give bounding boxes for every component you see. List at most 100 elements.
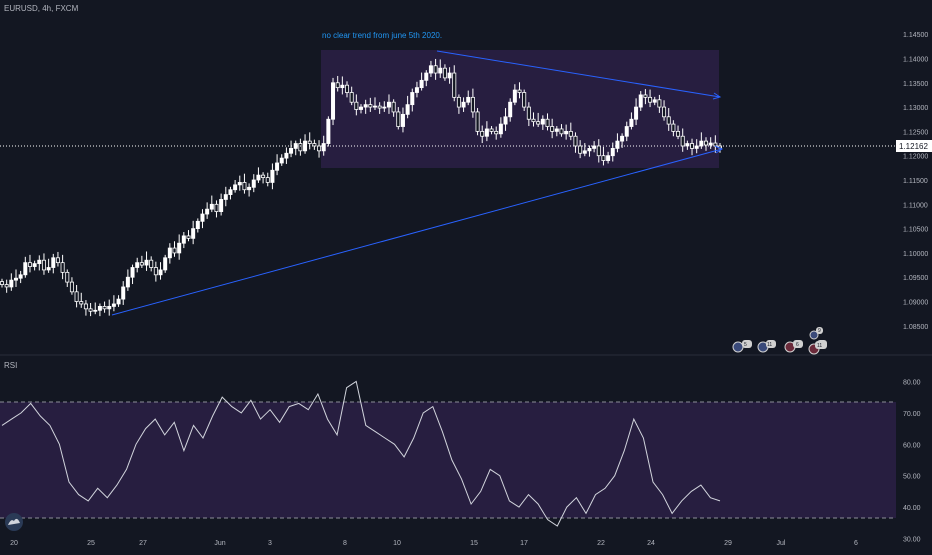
rsi-line[interactable] [1,380,721,527]
candle-up [638,94,643,108]
candle-up [363,104,368,108]
candle-down [671,123,676,132]
candle-up [219,199,224,212]
candle-up [629,118,634,127]
event-badge[interactable]: 11 [757,340,776,353]
event-badge[interactable]: 9 [809,327,823,340]
price-tick-label: 1.14000 [903,56,928,63]
time-tick-label: 27 [139,540,147,547]
candle-down [433,65,438,74]
time-tick-label: 15 [470,540,478,547]
candle-up [508,101,513,118]
candle-down [475,111,480,132]
time-tick-label: 20 [10,540,18,547]
candle-up [130,267,135,278]
candle-down [568,130,573,137]
candle-up [51,257,56,268]
event-badge-count: 9 [818,328,821,334]
flag-icon [732,341,744,353]
support-trendline[interactable] [111,148,723,316]
price-label-box [896,140,932,152]
candle-down [354,101,359,110]
candle-down [578,145,583,154]
candle-down [596,145,601,157]
candle-down [522,92,527,108]
candle-up [144,259,149,266]
candle-down [317,145,322,152]
symbol-info: EURUSD, 4h, FXCM [4,4,79,13]
range-box[interactable] [321,50,719,168]
time-tick-label: Jul [777,540,786,547]
candle-down [550,126,555,132]
candle-up [554,128,559,132]
candle-down [307,140,312,144]
candle-down [531,118,536,123]
annotation-text[interactable]: no clear trend from june 5th 2020. [322,31,442,40]
candle-down [494,130,499,135]
candle-up [428,65,433,74]
event-badge-count: 5 [744,342,747,348]
time-tick-label: Jun [214,540,225,547]
candle-up [410,92,415,106]
event-badge[interactable]: 6 [784,340,803,353]
tradingview-logo[interactable] [5,513,23,531]
price-axis[interactable]: 1.14500 1.14000 1.13500 1.13000 1.12500 1.120… [903,32,928,331]
candle-down [662,106,667,118]
rsi-title: RSI [4,361,17,370]
candle-down [349,92,354,103]
time-tick-label: 25 [87,540,95,547]
event-badges[interactable]: 5 11 6 6 11 [732,327,827,355]
candle-up [382,106,387,109]
candle-up [270,169,275,183]
candle-up [200,213,205,222]
event-badge[interactable]: 11 [815,341,827,349]
candle-up [466,96,471,103]
candle-down [643,94,648,98]
price-tick-label: 1.12000 [903,154,928,161]
time-axis[interactable]: 20 25 27 Jun 3 8 10 15 17 22 24 29 Jul 6 [10,540,858,547]
rsi-axis[interactable]: 80.00 70.00 60.00 50.00 40.00 30.00 [903,379,921,543]
candle-up [37,259,42,265]
event-badge[interactable]: 5 [732,340,752,353]
candle-down [88,308,93,312]
candle-down [261,174,266,178]
time-tick-label: 17 [520,540,528,547]
candle-down [396,111,401,127]
rsi-tick-label: 50.00 [903,474,921,481]
candle-down [0,281,4,285]
candle-up [256,174,261,181]
candle-down [704,140,709,146]
candle-up [228,189,233,195]
candle-down [470,96,475,113]
flag-icon [809,330,819,340]
candle-up [163,257,168,271]
candle-up [275,162,280,171]
candle-down [335,82,340,89]
event-badge-count: 11 [767,342,772,348]
candle-down [186,235,191,239]
candle-up [503,116,508,125]
price-tick-label: 1.14500 [903,32,928,39]
candle-up [9,279,14,288]
candle-up [321,143,326,152]
candle-down [83,303,88,310]
candle-up [233,184,238,191]
support-arrow-icon [714,145,724,154]
candle-up [498,123,503,135]
resistance-trendline[interactable] [436,50,721,98]
price-tick-label: 1.11500 [903,178,928,185]
candle-up [177,242,182,254]
candle-down [74,291,79,302]
candle-down [545,118,550,127]
candle-down [41,259,46,271]
rsi-tick-label: 70.00 [903,411,921,418]
candle-up [419,79,424,89]
candle-down [680,135,685,147]
candle-up [461,101,466,108]
candle-down [452,72,457,98]
rsi-band [0,402,896,518]
candle-down [601,155,606,161]
candle-up [284,152,289,159]
candle-up [606,155,611,161]
